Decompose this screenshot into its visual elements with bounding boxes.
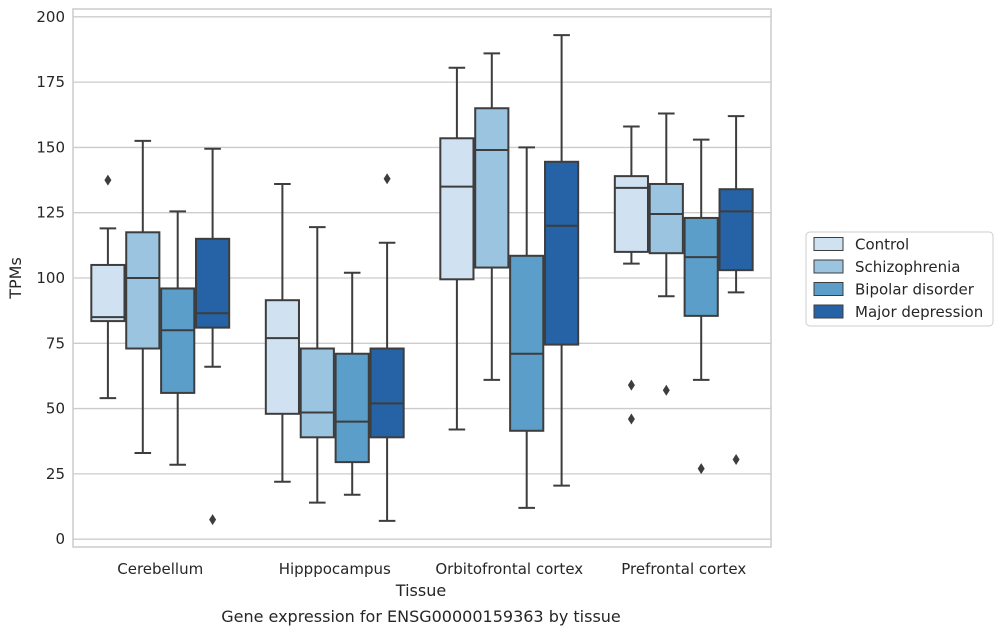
box-3-0 xyxy=(613,125,649,425)
iqr-box xyxy=(544,160,580,346)
box-3-3 xyxy=(718,115,754,466)
legend: Control Schizophrenia Bipolar disorder Majo… xyxy=(805,231,994,327)
outlier-marker xyxy=(662,384,670,396)
box-layer xyxy=(90,34,754,526)
y-axis-label: TPMs xyxy=(6,257,25,300)
legend-swatch xyxy=(813,282,844,296)
y-tick-label: 150 xyxy=(36,138,65,156)
iqr-box xyxy=(195,237,231,329)
x-tick-label: Cerebellum xyxy=(117,560,203,578)
iqr-box xyxy=(474,107,510,269)
box-0-2 xyxy=(160,210,196,466)
box-0-0 xyxy=(90,174,126,400)
legend-swatch xyxy=(813,237,844,251)
iqr-box xyxy=(160,287,196,394)
box-0-3 xyxy=(195,147,231,526)
outlier-marker xyxy=(627,413,635,425)
box-3-2 xyxy=(683,138,719,475)
iqr-box xyxy=(125,231,161,350)
y-tick-label: 75 xyxy=(46,334,65,352)
outlier-marker xyxy=(104,174,112,186)
box-1-0 xyxy=(264,182,300,483)
iqr-box xyxy=(369,347,405,439)
box-1-3 xyxy=(369,173,405,522)
legend-label: Schizophrenia xyxy=(855,258,960,276)
legend-frame xyxy=(805,231,994,327)
box-2-3 xyxy=(544,34,580,487)
y-tick-label: 50 xyxy=(46,400,65,418)
y-tick-label: 125 xyxy=(36,204,65,222)
x-tick-label: Orbitofrontal cortex xyxy=(435,560,583,578)
iqr-box xyxy=(718,188,754,272)
iqr-box xyxy=(648,182,684,255)
y-tick-label: 200 xyxy=(36,8,65,26)
legend-swatch xyxy=(813,304,844,319)
legend-label: Major depression xyxy=(855,303,983,321)
outlier-marker xyxy=(383,173,391,185)
box-2-0 xyxy=(439,66,475,431)
y-tick-label: 175 xyxy=(36,73,65,91)
outlier-marker xyxy=(209,514,217,526)
legend-label: Control xyxy=(855,236,909,254)
y-tick-label: 100 xyxy=(36,269,65,287)
y-tick-labels: 0 25 50 75 100 125 150 175 200 xyxy=(36,8,65,548)
box-1-2 xyxy=(334,271,370,496)
box-1-1 xyxy=(299,226,335,504)
x-axis-label: Tissue xyxy=(395,581,446,600)
iqr-box xyxy=(90,263,126,323)
iqr-box xyxy=(334,352,370,464)
figure-caption: Gene expression for ENSG00000159363 by t… xyxy=(221,607,621,626)
iqr-box xyxy=(264,299,300,415)
x-tick-label: Hipppocampus xyxy=(279,560,391,578)
y-tick-label: 0 xyxy=(55,530,65,548)
iqr-box xyxy=(509,254,545,432)
box-3-1 xyxy=(648,112,684,396)
iqr-box xyxy=(299,347,335,439)
plot-frame xyxy=(72,8,772,548)
legend-label: Bipolar disorder xyxy=(855,281,975,299)
iqr-box xyxy=(439,137,475,281)
box-0-1 xyxy=(125,139,161,454)
outlier-marker xyxy=(627,379,635,391)
y-tick-label: 25 xyxy=(46,465,65,483)
box-2-1 xyxy=(474,52,510,381)
legend-swatch xyxy=(813,259,844,274)
iqr-box xyxy=(683,216,719,317)
x-tick-labels: Cerebellum Hipppocampus Orbitofrontal cort… xyxy=(117,560,746,578)
outlier-marker xyxy=(732,454,740,466)
x-tick-label: Prefrontal cortex xyxy=(621,560,746,578)
box-2-2 xyxy=(509,146,545,509)
outlier-marker xyxy=(697,463,705,475)
